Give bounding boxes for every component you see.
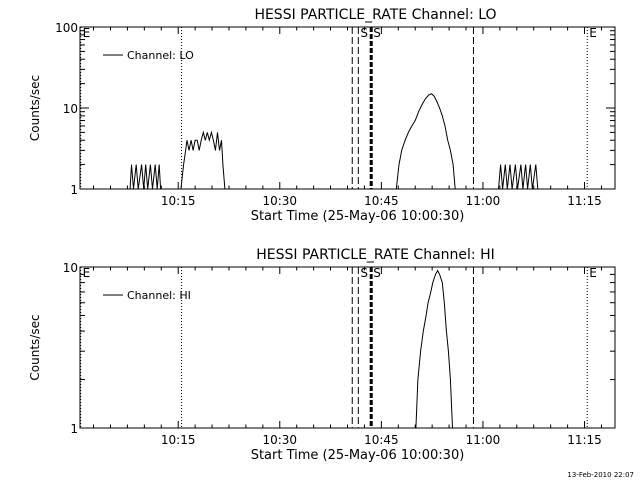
panel2-x-tick-label: 10:45 <box>364 433 399 447</box>
panel2-legend-label: Channel: HI <box>127 289 191 302</box>
panel2-marker-label-5: S <box>373 266 381 280</box>
panel2-y-axis-title: Counts/sec <box>28 314 42 380</box>
panel1-y-tick-label: 10 <box>63 102 78 116</box>
panel1-x-axis-title: Start Time (25-May-06 10:00:30) <box>251 209 465 224</box>
panel2-y-tick-label: 1 <box>70 422 78 436</box>
panel2-x-tick-label: 10:30 <box>262 433 297 447</box>
panel2-chart-title: HESSI PARTICLE_RATE Channel: HI <box>256 247 494 263</box>
panel1-legend-label: Channel: LO <box>127 49 194 62</box>
panel1-x-tick-label: 11:15 <box>567 194 602 208</box>
panel2-x-tick-label: 10:15 <box>161 433 196 447</box>
panel1-x-tick-label: 10:30 <box>262 194 297 208</box>
panel2-marker-label-4: S <box>360 266 368 280</box>
panel1-series-line-1 <box>129 93 539 190</box>
panel2-marker-label-1: E <box>83 266 91 280</box>
panel1-x-tick-label: 10:15 <box>161 194 196 208</box>
panel1-marker-label-1: E <box>83 26 91 40</box>
panel2-series-line-1 <box>415 269 453 429</box>
panel1-marker-label-7: E <box>589 26 597 40</box>
panel2-y-tick-label: 10 <box>63 261 78 275</box>
panel2-x-tick-label: 11:15 <box>567 433 602 447</box>
panel2-marker-label-7: E <box>589 266 597 280</box>
panel1-x-tick-label: 10:45 <box>364 194 399 208</box>
panel1-marker-label-4: S <box>360 26 368 40</box>
panel2-x-axis-title: Start Time (25-May-06 10:00:30) <box>251 448 465 463</box>
panel1-y-tick-label: 100 <box>55 21 78 35</box>
panel1-chart-title: HESSI PARTICLE_RATE Channel: LO <box>254 7 496 23</box>
panel2-x-tick-label: 11:00 <box>466 433 501 447</box>
panel1-y-tick-label: 1 <box>70 183 78 197</box>
panel1-marker-label-5: S <box>373 26 381 40</box>
panel1-y-axis-title: Counts/sec <box>28 75 42 141</box>
footer-timestamp: 13-Feb-2010 22:07 <box>567 471 634 479</box>
panel1-x-tick-label: 11:00 <box>466 194 501 208</box>
